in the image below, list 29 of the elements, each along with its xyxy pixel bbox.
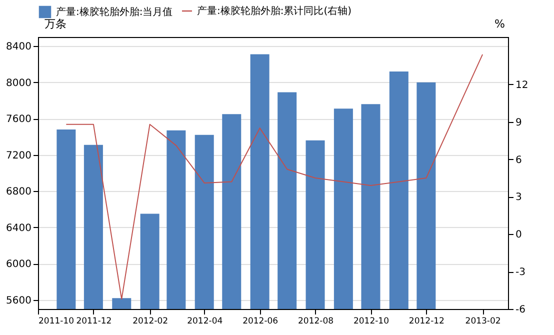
legend-label: 产量:橡胶轮胎外胎:累计同比(右轴) <box>197 5 352 17</box>
x-tick-label: 2011-10 <box>38 316 74 326</box>
y-tick-label: 5600 <box>6 295 32 306</box>
y-tick-label: 6800 <box>6 186 32 198</box>
y2-tick-label: 6 <box>516 154 522 166</box>
y-tick-label: 7600 <box>6 114 32 126</box>
x-tick-label: 2012-12 <box>408 316 444 326</box>
y2-tick-label: 0 <box>516 230 522 241</box>
x-tick-label: 2012-04 <box>187 316 223 326</box>
y2-tick-label: 12 <box>516 80 528 91</box>
y2-tick-label: 9 <box>516 117 522 128</box>
y2-tick-label: -3 <box>516 267 526 278</box>
x-tick-label: 2012-02 <box>132 316 168 326</box>
x-tick-label: 2012-10 <box>353 316 389 326</box>
y-axis-title: 万条 <box>44 18 66 30</box>
legend-label: 产量:橡胶轮胎外胎:当月值 <box>56 6 173 18</box>
y-tick-label: 8000 <box>6 78 32 89</box>
x-tick-label: 2012-08 <box>298 316 334 326</box>
y-tick-label: 6400 <box>6 222 32 234</box>
y-tick-label: 6000 <box>6 259 32 270</box>
y2-axis-title: % <box>494 18 505 30</box>
y2-tick-label: 3 <box>516 192 522 204</box>
y-tick-label: 8400 <box>6 42 32 53</box>
y-tick-label: 7200 <box>6 150 32 162</box>
x-tick-label: 2013-02 <box>465 316 501 326</box>
y2-tick-label: -6 <box>516 304 526 316</box>
line-series <box>66 54 484 300</box>
x-tick-label: 2012-06 <box>242 316 278 326</box>
x-tick-label: 2011-12 <box>76 316 112 326</box>
